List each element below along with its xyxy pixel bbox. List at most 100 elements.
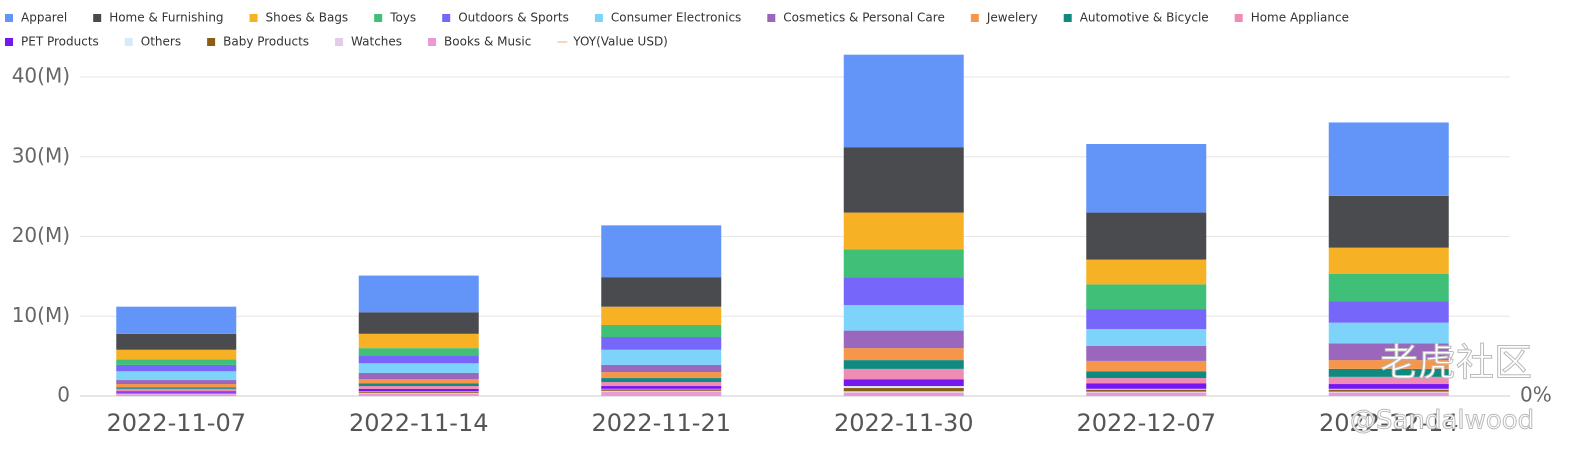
- bar-segment: [358, 391, 479, 393]
- legend-label: Apparel: [21, 11, 67, 25]
- legend-label: Home & Furnishing: [109, 11, 223, 25]
- bar-segment: [843, 54, 964, 148]
- bar-segment: [1328, 273, 1449, 302]
- bar-segment: [1328, 388, 1449, 390]
- legend-marker: [767, 14, 776, 22]
- bar-segment: [1086, 391, 1207, 393]
- legend-marker: [124, 38, 133, 46]
- bar-segment: [358, 312, 479, 334]
- legend-marker: [594, 14, 603, 22]
- bar-segment: [358, 348, 479, 356]
- bar-segment: [116, 359, 237, 365]
- bar-segment: [843, 147, 964, 213]
- x-tick-label: 2022-11-07: [107, 409, 246, 437]
- legend-marker: [207, 38, 216, 46]
- bar-segment: [116, 371, 237, 381]
- legend-marker: [249, 14, 258, 22]
- legend-item: Automotive & Bicycle: [1063, 11, 1209, 25]
- bar-segment: [116, 333, 237, 350]
- bar-segment: [1086, 388, 1207, 390]
- bar-segment: [116, 380, 237, 385]
- legend-marker: [970, 14, 979, 22]
- y-tick-label: 10(M): [12, 303, 70, 327]
- bar-segment: [116, 394, 237, 396]
- bar-segment: [1086, 309, 1207, 330]
- bar-segment: [1328, 376, 1449, 385]
- x-tick-label: 2022-12-07: [1077, 409, 1216, 437]
- bar-segment: [601, 336, 722, 350]
- bar-segment: [601, 349, 722, 365]
- bar-segment: [601, 225, 722, 278]
- bar-segment: [1086, 378, 1207, 384]
- legend-label: Baby Products: [223, 35, 309, 49]
- legend-label: Automotive & Bicycle: [1080, 11, 1209, 25]
- bar-segment: [1328, 247, 1449, 274]
- bar-segment: [1086, 371, 1207, 379]
- x-tick-label: 2022-11-30: [834, 409, 973, 437]
- bar-segment: [358, 363, 479, 373]
- bar-segment: [843, 212, 964, 250]
- y-tick-label: 0: [57, 383, 70, 407]
- watermark: @Sandalwood: [1350, 406, 1534, 436]
- legend-marker: [93, 14, 102, 22]
- bar-segment: [1086, 383, 1207, 389]
- bar-segment: [601, 390, 722, 393]
- legend-label: PET Products: [21, 35, 99, 49]
- bar-segment: [358, 333, 479, 349]
- bar-segment: [358, 372, 479, 380]
- bar-segment: [116, 391, 237, 393]
- bar-segment: [843, 330, 964, 349]
- legend-item: Apparel: [5, 11, 67, 25]
- legend-item: Watches: [335, 35, 402, 49]
- bar-segment: [1328, 384, 1449, 389]
- bar-segment: [1086, 392, 1207, 396]
- legend-item: Cosmetics & Personal Care: [767, 11, 945, 25]
- legend-marker: [374, 14, 383, 22]
- legend-item: Baby Products: [207, 35, 309, 49]
- legend-label: Jewelery: [986, 11, 1038, 25]
- x-tick-label: 2022-11-14: [349, 409, 488, 437]
- legend-label: Shoes & Bags: [266, 11, 349, 25]
- legend-marker: [335, 38, 344, 46]
- bar-segment: [601, 386, 722, 389]
- legend-marker: [428, 38, 437, 46]
- bar-segment: [1086, 212, 1207, 260]
- bar-segment: [1328, 122, 1449, 196]
- legend-marker: [1234, 14, 1243, 22]
- bar-segment: [116, 364, 237, 372]
- bar-segment: [1086, 284, 1207, 310]
- legend-marker: [5, 38, 13, 46]
- legend-item: Outdoors & Sports: [442, 11, 569, 25]
- bar-segment: [843, 277, 964, 306]
- bar-segment: [843, 360, 964, 369]
- bar-segment: [1328, 195, 1449, 248]
- bar-segment: [358, 392, 479, 394]
- bar-segment: [1328, 343, 1449, 361]
- legend-label: Consumer Electronics: [611, 11, 741, 25]
- bar-segment: [1086, 389, 1207, 392]
- bar-segment: [358, 379, 479, 384]
- bar-segment: [358, 386, 479, 389]
- bar-segment: [116, 387, 237, 389]
- bar-segment: [358, 388, 479, 392]
- bar-segment: [843, 348, 964, 361]
- legend-item: Jewelery: [970, 11, 1038, 25]
- legend-item: Shoes & Bags: [249, 11, 349, 25]
- bar-segment: [601, 372, 722, 379]
- legend-item: Home & Furnishing: [93, 11, 224, 25]
- bar-segment: [1086, 329, 1207, 346]
- bar-segment: [1086, 259, 1207, 285]
- x-tick-label: 2022-12-14: [1319, 409, 1458, 437]
- bar-segment: [1328, 368, 1449, 377]
- bar-segment: [1328, 322, 1449, 344]
- bar-segment: [601, 277, 722, 307]
- bar-segment: [601, 382, 722, 387]
- bar-segment: [358, 275, 479, 313]
- y-tick-label: 40(M): [12, 64, 70, 88]
- bar-segment: [601, 306, 722, 326]
- y-tick-label: 30(M): [12, 143, 70, 167]
- legend-item: Books & Music: [428, 35, 531, 49]
- bar-segment: [601, 378, 722, 383]
- bar-segment: [843, 392, 964, 396]
- bar-segment: [601, 325, 722, 337]
